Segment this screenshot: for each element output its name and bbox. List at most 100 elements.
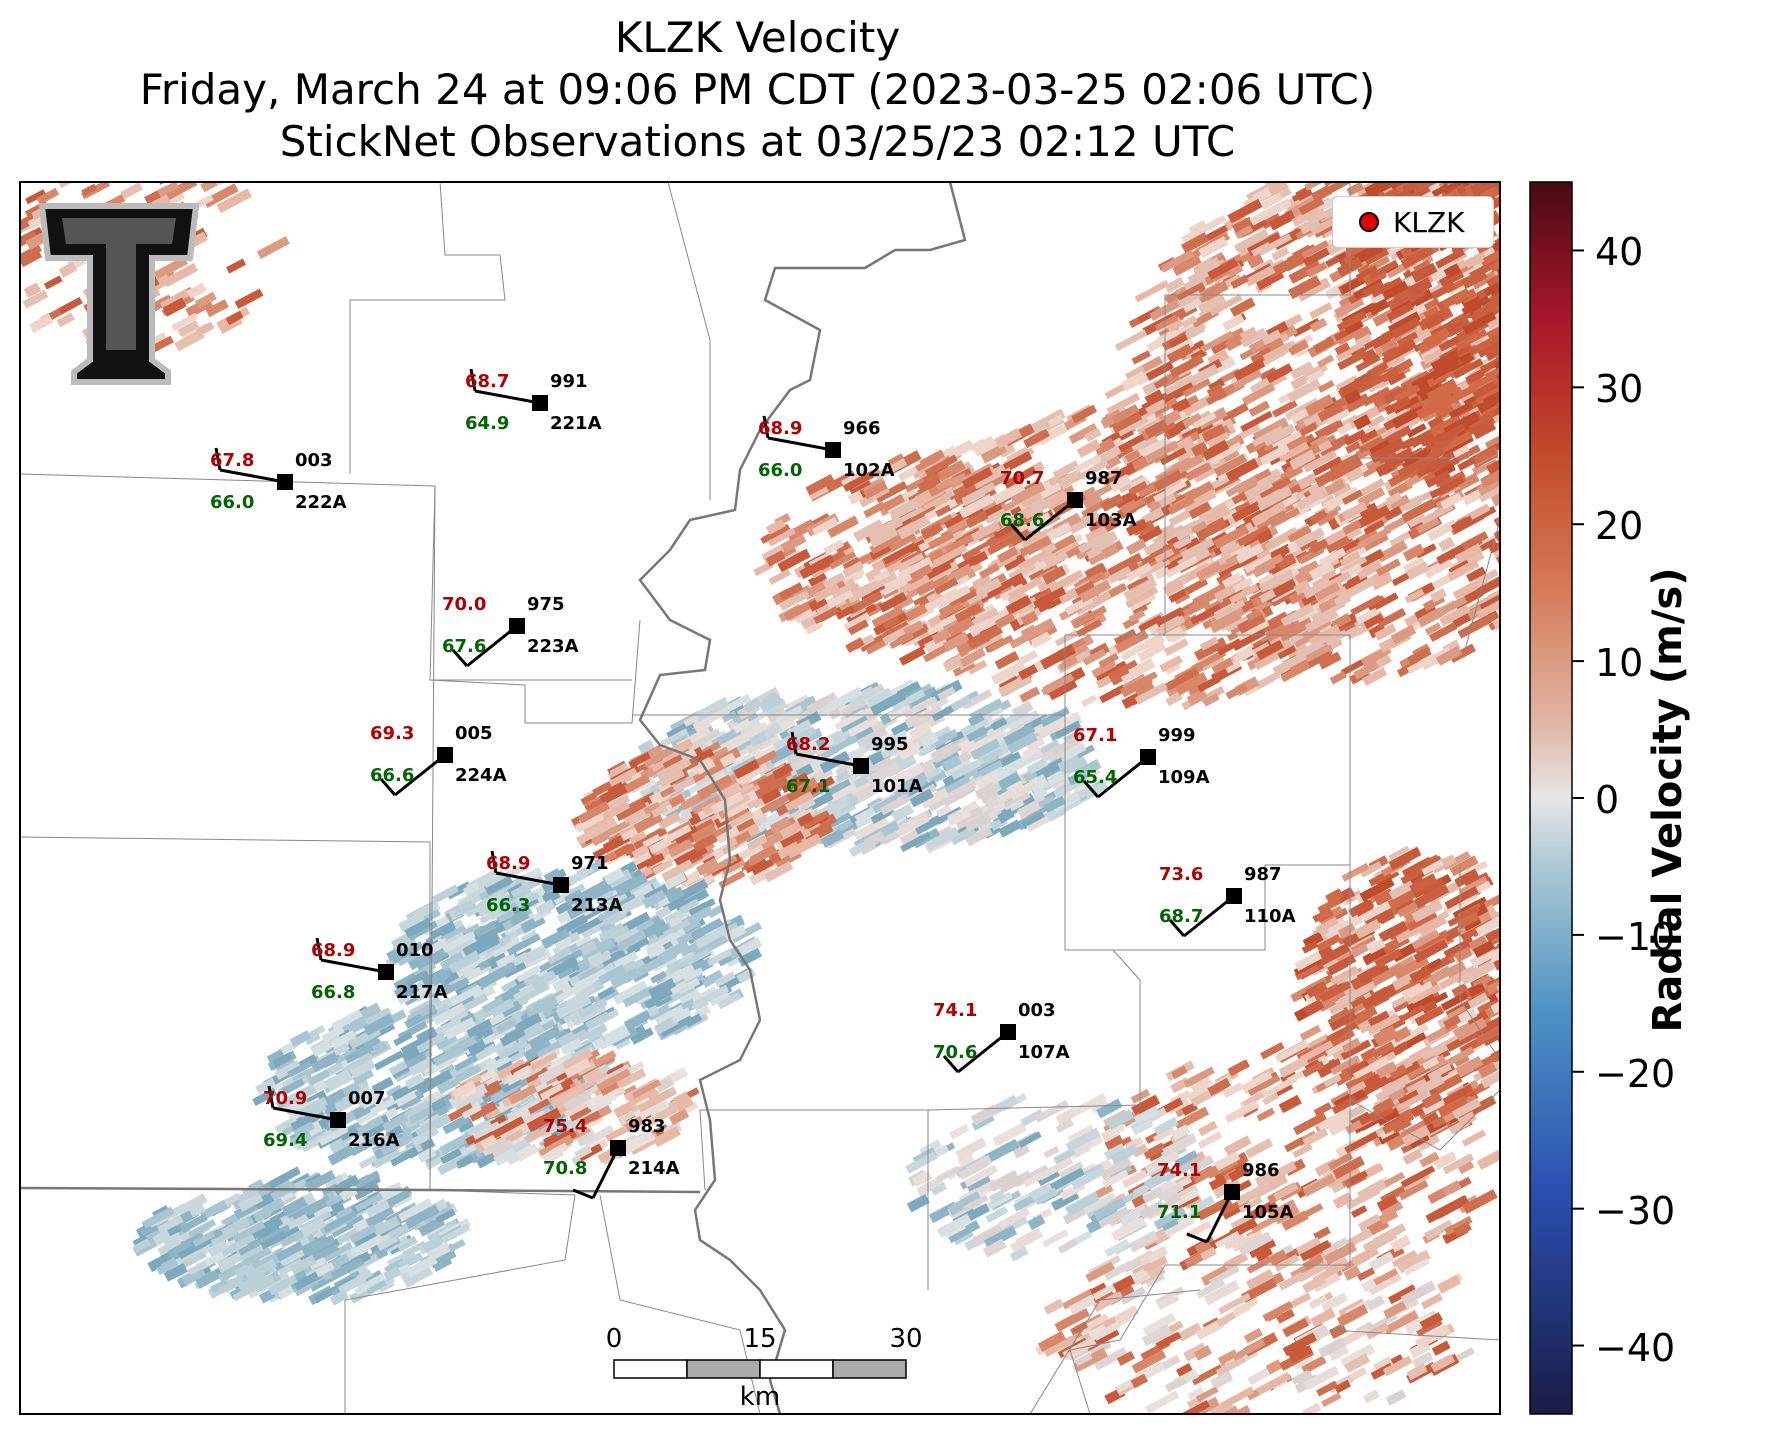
radar-gate	[1137, 640, 1167, 662]
radar-gate	[807, 813, 838, 836]
radar-gate	[20, 248, 39, 270]
radar-gate	[668, 910, 694, 929]
radar-gate	[1367, 1163, 1384, 1177]
radar-gate	[931, 628, 951, 645]
radar-gate	[1476, 991, 1500, 1014]
radar-gate	[1341, 575, 1377, 601]
radar-gate	[719, 752, 737, 768]
radar-gate	[1313, 1102, 1333, 1117]
radar-gate	[1509, 351, 1527, 364]
radar-gate	[1031, 787, 1048, 801]
radar-gate	[1085, 1261, 1115, 1283]
radar-gate	[801, 810, 830, 830]
radar-gate	[1476, 599, 1500, 619]
radar-gate	[1268, 1249, 1288, 1266]
radar-gate	[474, 924, 502, 945]
radar-gate	[919, 731, 940, 749]
radar-gate	[1218, 1292, 1251, 1315]
radar-gate	[1071, 404, 1098, 424]
radar-gate	[758, 763, 778, 779]
radar-gate	[994, 427, 1023, 449]
radar-gate	[1235, 1181, 1271, 1207]
radar-gate	[1404, 1029, 1427, 1048]
radar-gate	[946, 616, 974, 637]
radar-gate	[1406, 655, 1433, 674]
radar-gate	[1464, 251, 1487, 269]
radar-gate	[920, 522, 944, 540]
radar-gate	[1193, 412, 1217, 429]
radar-gate	[1501, 222, 1529, 243]
radar-gate	[813, 606, 839, 624]
radar-gate	[1134, 680, 1155, 697]
radar-gate	[1262, 1092, 1280, 1106]
radar-gate	[1243, 1327, 1263, 1344]
radar-gate	[1152, 1126, 1175, 1143]
radar-gate	[824, 777, 855, 800]
radar-gate	[1333, 296, 1365, 319]
radar-gate	[1411, 262, 1438, 283]
radar-gate	[1184, 324, 1206, 340]
radar-gate	[1223, 1232, 1246, 1250]
radar-gate	[899, 827, 923, 845]
radar-gate	[1502, 309, 1520, 323]
radar-gate	[1591, 473, 1613, 490]
radar-gate	[1407, 513, 1427, 528]
radar-gate	[1223, 1405, 1251, 1414]
radar-gate	[961, 538, 996, 561]
radar-gate	[1290, 361, 1314, 380]
radar-gate	[1021, 492, 1043, 508]
radar-gate	[1397, 1249, 1431, 1274]
radar-gate	[931, 705, 954, 722]
radar-gate	[1143, 540, 1164, 556]
radar-gate	[961, 775, 985, 792]
radar-gate	[878, 591, 908, 613]
radar-gate	[1262, 1301, 1293, 1322]
radar-gate	[1427, 1188, 1447, 1204]
radar-gate	[1360, 348, 1378, 364]
radar-gate	[1397, 1089, 1421, 1107]
radar-gate	[1101, 543, 1120, 559]
radar-gate	[767, 527, 796, 547]
radar-gate	[1417, 914, 1448, 936]
radar-gate	[777, 841, 801, 860]
radar-gate	[765, 550, 786, 567]
radar-gate	[1352, 1062, 1377, 1080]
radar-gate	[1265, 1160, 1297, 1184]
radar-gate	[746, 834, 768, 851]
radar-gate	[1367, 1010, 1390, 1027]
radar-gate	[1350, 594, 1382, 616]
radar-gate	[1121, 371, 1148, 392]
radar-gate	[1380, 427, 1396, 441]
radar-gate	[1233, 358, 1266, 381]
radar-gate	[615, 799, 647, 822]
radar-gate	[1184, 462, 1212, 482]
radar-gate	[1424, 143, 1443, 159]
radar-gate	[811, 516, 839, 536]
radar-gate	[1329, 670, 1347, 685]
radar-gate	[1366, 414, 1385, 429]
radar-gate	[1276, 552, 1297, 570]
radar-gate	[884, 558, 905, 575]
radar-gate	[1440, 492, 1463, 510]
radar-gate	[1316, 509, 1340, 527]
radar-gate	[439, 925, 468, 945]
radar-gate	[1454, 543, 1483, 564]
radar-gate	[1215, 1405, 1240, 1414]
radar-gate	[942, 755, 962, 772]
radar-gate	[1284, 313, 1303, 328]
radar-gate	[1363, 519, 1385, 535]
radar-gate	[1419, 1312, 1443, 1330]
radar-gate	[1153, 467, 1189, 492]
radar-gate	[1481, 287, 1500, 309]
radar-gate	[1223, 1135, 1252, 1156]
radar-gate	[1026, 757, 1049, 775]
radar-gate	[1436, 548, 1458, 565]
radar-gate	[772, 763, 793, 780]
radar-gate	[1429, 475, 1465, 499]
radar-gate	[1368, 592, 1399, 613]
radar-gate	[1224, 327, 1246, 344]
radar-gate	[846, 603, 877, 624]
radar-gate	[1233, 228, 1269, 252]
radar-gate	[1256, 1372, 1291, 1396]
radar-gate	[1130, 1373, 1149, 1389]
